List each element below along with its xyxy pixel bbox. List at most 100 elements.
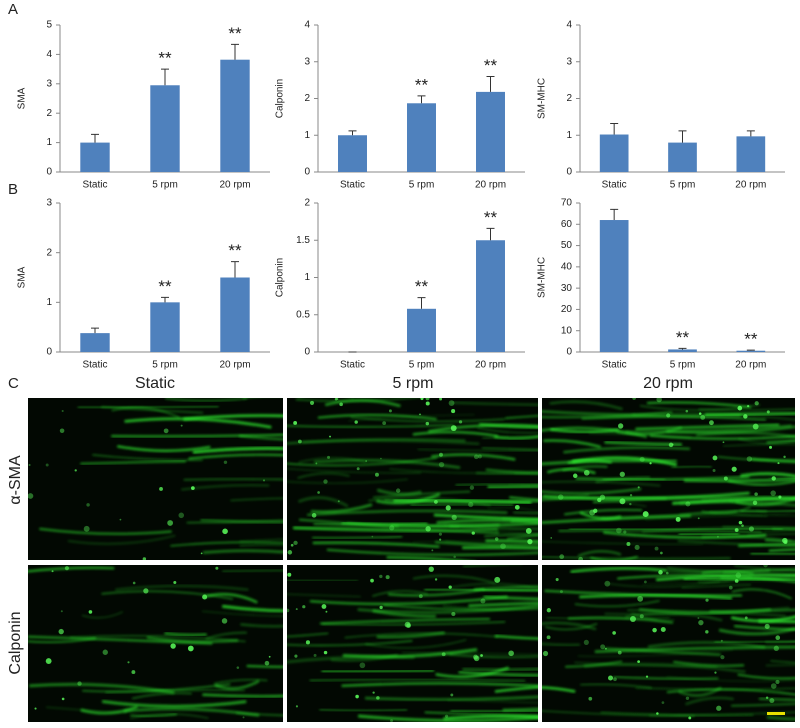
speck	[451, 611, 456, 617]
fiber	[317, 414, 437, 421]
speck	[763, 565, 768, 568]
error-bar	[231, 43, 239, 60]
speck	[661, 701, 665, 704]
speck	[323, 650, 328, 655]
speck	[629, 616, 636, 623]
speck	[471, 531, 475, 535]
y-tick-label: 0	[304, 167, 310, 178]
fiber	[605, 580, 721, 588]
y-tick-label: 4	[304, 20, 310, 31]
speck	[242, 716, 245, 719]
speck	[731, 466, 737, 472]
speck	[468, 501, 474, 508]
speck	[215, 566, 219, 570]
y-tick-label: 4	[46, 49, 52, 60]
speck	[448, 585, 452, 589]
speck	[705, 598, 709, 602]
speck	[665, 571, 669, 575]
fiber	[564, 509, 643, 516]
y-tick-label: 20	[561, 304, 573, 315]
speck	[593, 508, 598, 514]
speck	[588, 696, 593, 701]
fiber	[130, 713, 177, 718]
fiber	[192, 446, 283, 454]
speck	[685, 501, 691, 507]
speck	[61, 697, 65, 701]
fiber	[357, 604, 538, 614]
fiber	[341, 682, 538, 687]
fiber	[485, 468, 538, 474]
fiber	[287, 468, 422, 474]
y-tick-label: 3	[566, 56, 572, 67]
fiber	[723, 569, 795, 574]
speck	[546, 635, 551, 640]
fiber	[393, 499, 532, 504]
speck	[698, 412, 702, 415]
fiber	[443, 714, 538, 721]
speck	[51, 570, 54, 573]
y-tick-label: 50	[561, 240, 573, 251]
speck	[709, 420, 714, 426]
fiber	[183, 414, 283, 421]
speck	[221, 618, 228, 624]
error-bar	[231, 261, 239, 278]
fiber	[730, 615, 795, 623]
y-tick-label: 0	[46, 167, 52, 178]
speck	[287, 572, 292, 577]
y-tick-label: 10	[561, 325, 573, 336]
fiber	[565, 660, 623, 668]
fiber	[239, 538, 283, 543]
fiber	[580, 683, 652, 689]
speck	[649, 462, 652, 465]
bar	[668, 349, 697, 352]
speck	[159, 487, 163, 491]
fiber	[132, 692, 192, 699]
fiber	[577, 649, 733, 657]
micrographs	[28, 398, 795, 722]
fiber	[594, 645, 795, 654]
speck	[441, 652, 446, 657]
fiber	[723, 443, 795, 447]
speck	[236, 666, 240, 669]
speck	[494, 537, 499, 541]
fiber	[80, 705, 138, 715]
fiber	[737, 673, 795, 680]
fiber	[740, 472, 795, 478]
speck	[660, 551, 663, 555]
fiber	[183, 478, 283, 481]
y-tick-label: 1	[46, 297, 52, 308]
speck	[293, 421, 298, 425]
speck	[389, 525, 395, 531]
speck	[637, 486, 640, 489]
fiber	[574, 600, 660, 607]
scale-bar	[767, 712, 785, 715]
fiber	[542, 686, 576, 693]
speck	[599, 494, 606, 500]
fiber	[571, 456, 678, 467]
speck	[583, 639, 589, 645]
fiber	[502, 707, 538, 711]
fiber	[67, 534, 176, 545]
fiber	[302, 439, 480, 446]
fiber	[468, 601, 538, 608]
fiber	[477, 427, 538, 434]
speck	[645, 675, 649, 678]
speck	[329, 435, 331, 438]
bar	[668, 142, 697, 172]
bar	[150, 302, 180, 352]
x-tick-label: 5 rpm	[670, 360, 696, 371]
speck	[480, 654, 483, 657]
fiber	[731, 703, 795, 707]
fiber	[313, 458, 461, 469]
speck	[656, 712, 659, 715]
bar	[736, 350, 766, 352]
speck	[722, 441, 725, 444]
fiber	[542, 491, 750, 500]
speck	[302, 605, 306, 609]
speck	[187, 645, 194, 652]
fiber	[635, 423, 780, 431]
speck	[458, 420, 463, 424]
fiber	[542, 459, 677, 466]
significance: **	[415, 75, 429, 94]
y-tick-label: 2	[304, 93, 310, 104]
